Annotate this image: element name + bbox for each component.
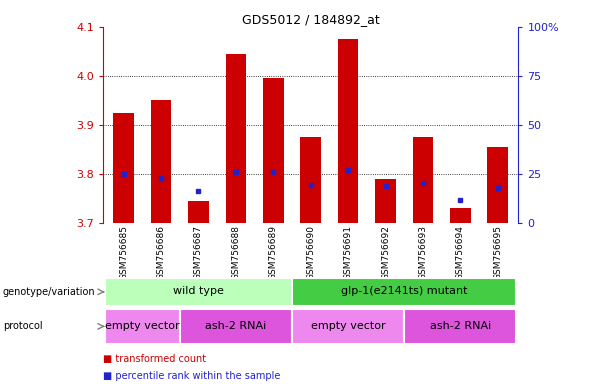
Bar bbox=[488, 147, 508, 223]
Text: empty vector: empty vector bbox=[311, 321, 385, 331]
Text: glp-1(e2141ts) mutant: glp-1(e2141ts) mutant bbox=[341, 286, 468, 296]
Bar bbox=[338, 39, 358, 223]
Bar bbox=[263, 78, 283, 223]
Text: GSM756689: GSM756689 bbox=[269, 225, 278, 280]
Bar bbox=[413, 137, 434, 223]
Text: GSM756690: GSM756690 bbox=[306, 225, 315, 280]
Text: ■ percentile rank within the sample: ■ percentile rank within the sample bbox=[103, 371, 280, 381]
Bar bbox=[450, 208, 471, 223]
Text: ■ transformed count: ■ transformed count bbox=[103, 354, 206, 364]
Bar bbox=[105, 309, 180, 344]
Bar bbox=[105, 278, 292, 306]
Text: genotype/variation: genotype/variation bbox=[3, 287, 95, 297]
Text: GSM756693: GSM756693 bbox=[418, 225, 428, 280]
Text: GSM756687: GSM756687 bbox=[194, 225, 203, 280]
Bar bbox=[151, 100, 171, 223]
Bar bbox=[300, 137, 321, 223]
Text: GSM756686: GSM756686 bbox=[157, 225, 166, 280]
Text: ash-2 RNAi: ash-2 RNAi bbox=[205, 321, 266, 331]
Text: GSM756688: GSM756688 bbox=[231, 225, 240, 280]
Bar bbox=[292, 309, 404, 344]
Bar bbox=[188, 201, 209, 223]
Text: GSM756695: GSM756695 bbox=[493, 225, 502, 280]
Bar bbox=[113, 113, 134, 223]
Text: wild type: wild type bbox=[173, 286, 224, 296]
Text: empty vector: empty vector bbox=[105, 321, 180, 331]
Bar bbox=[226, 54, 246, 223]
Title: GDS5012 / 184892_at: GDS5012 / 184892_at bbox=[242, 13, 379, 26]
Text: protocol: protocol bbox=[3, 321, 42, 331]
Text: GSM756692: GSM756692 bbox=[381, 225, 390, 280]
Bar bbox=[375, 179, 396, 223]
Bar bbox=[404, 309, 517, 344]
Text: GSM756691: GSM756691 bbox=[343, 225, 353, 280]
Bar bbox=[180, 309, 292, 344]
Text: GSM756694: GSM756694 bbox=[456, 225, 465, 280]
Text: GSM756685: GSM756685 bbox=[119, 225, 128, 280]
Bar bbox=[292, 278, 517, 306]
Text: ash-2 RNAi: ash-2 RNAi bbox=[430, 321, 491, 331]
